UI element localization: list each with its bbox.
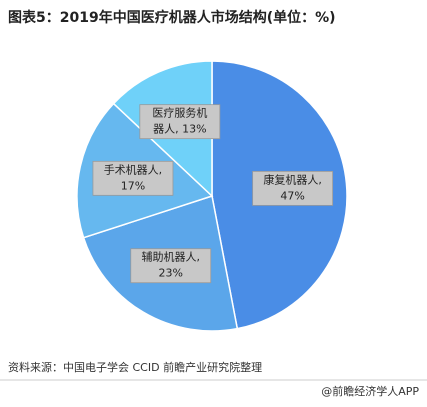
data-label: 17% [121,179,145,192]
data-label: 医疗服务机 [152,106,207,120]
data-label: 47% [280,189,304,202]
label-box [252,170,334,206]
data-label: 辅助机器人, [142,250,201,264]
data-label: 23% [159,267,183,280]
data-label: 康复机器人, [263,172,322,186]
data-label: 手术机器人, [104,162,163,176]
chart-title: 图表5：2019年中国医疗机器人市场结构(单位：%) [8,9,336,26]
source: 资料来源：中国电子学会 CCID 前瞻产业研究院整理 [8,360,262,374]
footer: @前瞻经济学人APP [321,384,419,398]
label-box [139,104,221,140]
label-box [130,248,212,284]
data-label: 器人, 13% [153,123,206,136]
label-box [92,160,174,196]
